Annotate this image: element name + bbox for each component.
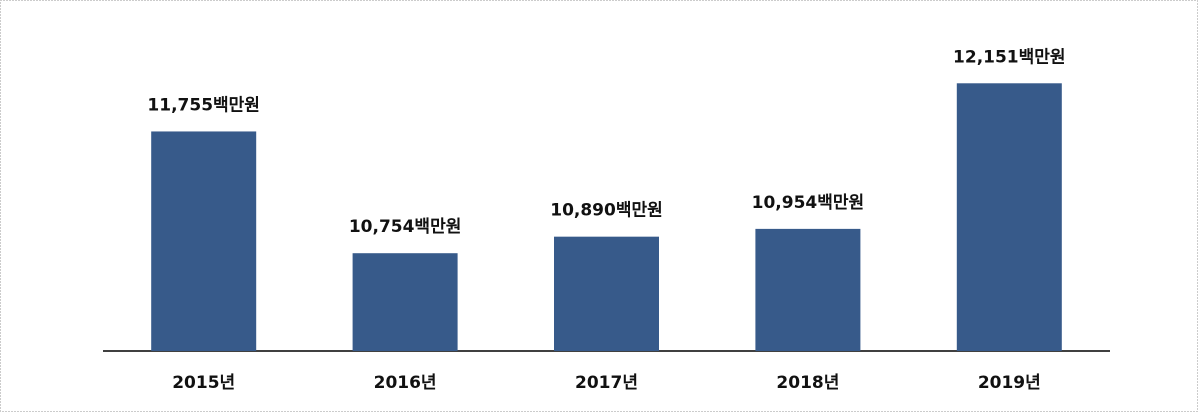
x-tick-label: 2016년 (374, 373, 437, 393)
x-tick-label: 2018년 (776, 373, 839, 393)
value-label: 11,755백만원 (147, 95, 260, 115)
value-label: 10,954백만원 (752, 193, 865, 213)
value-label: 10,890백만원 (550, 201, 663, 221)
bar (956, 83, 1062, 351)
bar (755, 228, 861, 351)
value-label: 10,754백만원 (349, 217, 462, 237)
bar (151, 131, 257, 351)
value-label: 12,151백만원 (953, 47, 1066, 67)
x-tick-label: 2015년 (172, 373, 235, 393)
bar (554, 236, 659, 351)
bar (352, 253, 458, 351)
x-tick-label: 2019년 (978, 373, 1041, 393)
x-tick-label: 2017년 (575, 373, 638, 393)
